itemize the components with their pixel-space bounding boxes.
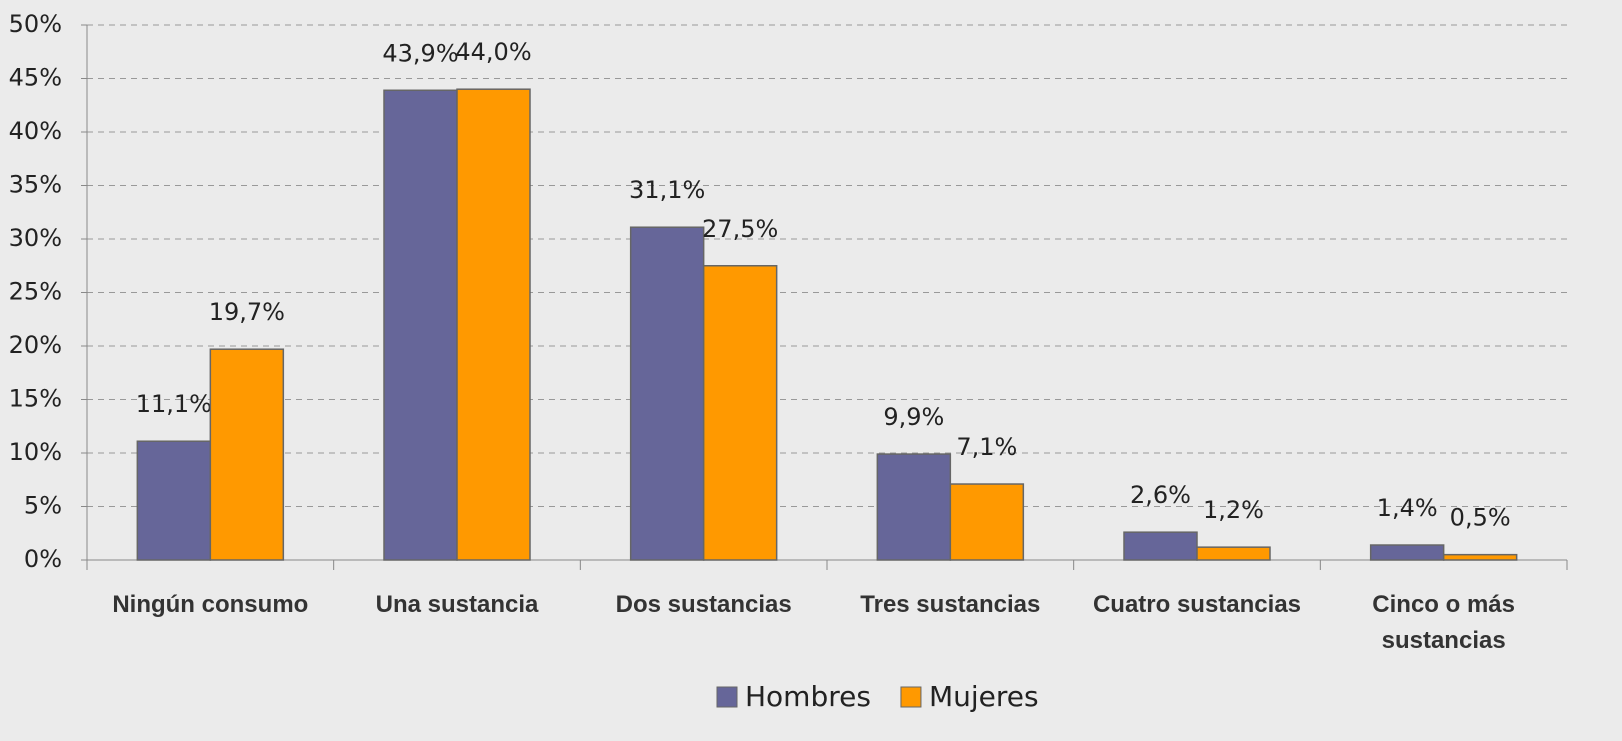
y-tick-label: 20%	[9, 331, 62, 359]
x-tick-label: Dos sustancias	[615, 591, 792, 618]
bar	[629, 226, 705, 561]
legend-label: Mujeres	[929, 680, 1039, 713]
legend-swatch	[716, 686, 738, 708]
bar	[209, 348, 285, 561]
data-label: 11,1%	[136, 390, 212, 418]
y-tick-label: 15%	[9, 385, 62, 413]
data-label: 43,9%	[382, 39, 458, 67]
bar	[1123, 531, 1198, 561]
bar	[383, 89, 458, 561]
x-tick-label: Una sustancia	[375, 591, 539, 618]
data-label: 9,9%	[883, 403, 944, 431]
x-tick-label: Cuatro sustancias	[1092, 591, 1302, 618]
y-tick-label: 0%	[24, 545, 62, 573]
x-tick-label: Tres sustancias	[860, 591, 1041, 618]
y-tick-label: 40%	[9, 117, 62, 145]
data-label: 44,0%	[455, 38, 531, 66]
bar	[1442, 553, 1518, 561]
bar	[136, 440, 212, 561]
data-label: 2,6%	[1130, 481, 1191, 509]
y-tick-label: 45%	[9, 64, 62, 92]
bar	[456, 88, 531, 561]
data-label: 7,1%	[956, 433, 1017, 461]
legend-swatch	[900, 686, 922, 708]
bar	[876, 453, 952, 561]
y-tick-label: 50%	[9, 10, 62, 38]
y-tick-label: 10%	[9, 438, 62, 466]
bar	[1196, 546, 1271, 561]
bar	[1369, 544, 1445, 561]
data-label: 1,2%	[1203, 496, 1264, 524]
y-tick-label: 30%	[9, 224, 62, 252]
y-tick-label: 25%	[9, 278, 62, 306]
bar	[702, 265, 778, 561]
y-tick-label: 35%	[9, 171, 62, 199]
data-label: 1,4%	[1377, 494, 1438, 522]
data-label: 19,7%	[209, 298, 285, 326]
y-tick-label: 5%	[24, 492, 62, 520]
data-label: 0,5%	[1450, 504, 1511, 532]
x-tick-label: Ningún consumo	[112, 591, 309, 618]
data-label: 27,5%	[702, 215, 778, 243]
data-label: 31,1%	[629, 176, 705, 204]
bar	[949, 483, 1025, 561]
legend-label: Hombres	[745, 680, 871, 713]
x-tick-label: Cinco o más sustancias	[1372, 591, 1515, 654]
